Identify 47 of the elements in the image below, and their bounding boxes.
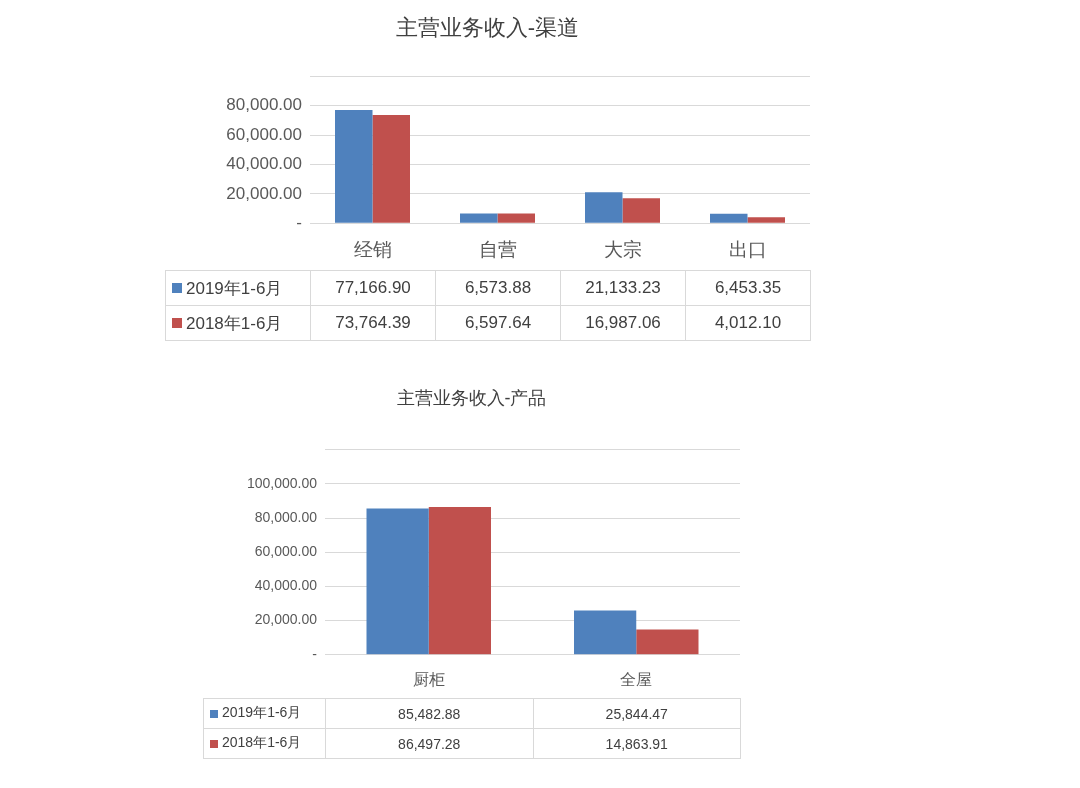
bar xyxy=(460,213,498,223)
data-label: 25,844.47 xyxy=(533,698,741,729)
y-tick-label: 80,000.00 xyxy=(226,95,302,115)
bar xyxy=(335,109,373,223)
data-label: 86,497.28 xyxy=(325,728,533,759)
y-tick-label: 40,000.00 xyxy=(226,154,302,174)
bar xyxy=(428,506,491,655)
y-tick-label: - xyxy=(296,212,302,232)
bar xyxy=(366,508,429,655)
data-label: 21,133.23 xyxy=(560,270,686,306)
bar xyxy=(622,198,660,223)
legend-label: 2019年1-6月 xyxy=(222,704,302,721)
y-tick-label: 100,000.00 xyxy=(246,474,318,491)
bar xyxy=(574,610,637,655)
bar xyxy=(747,217,785,223)
x-tick-label: 全屋 xyxy=(620,670,653,688)
legend-label: 2018年1-6月 xyxy=(186,313,283,333)
bar xyxy=(372,114,410,223)
data-label: 6,597.64 xyxy=(435,305,561,341)
y-tick-label: 60,000.00 xyxy=(226,124,302,144)
y-tick-label: 20,000.00 xyxy=(226,183,302,203)
x-tick-label: 经销 xyxy=(353,238,392,260)
chart-title: 主营业务收入-渠道 xyxy=(395,15,580,41)
data-label: 14,863.91 xyxy=(533,728,741,759)
x-tick-label: 自营 xyxy=(478,238,517,260)
x-tick-label: 出口 xyxy=(728,238,767,260)
y-tick-label: 40,000.00 xyxy=(254,577,318,594)
data-label: 77,166.90 xyxy=(310,270,436,306)
y-tick-label: 60,000.00 xyxy=(254,543,318,560)
data-label: 6,453.35 xyxy=(685,270,811,306)
bar xyxy=(585,192,623,223)
x-tick-label: 厨柜 xyxy=(412,670,445,688)
data-label: 85,482.88 xyxy=(325,698,533,729)
y-tick-label: 80,000.00 xyxy=(254,508,318,525)
legend-label: 2018年1-6月 xyxy=(222,734,302,751)
legend-label: 2019年1-6月 xyxy=(186,278,283,298)
data-label: 6,573.88 xyxy=(435,270,561,306)
bar xyxy=(636,629,699,655)
y-tick-label: 20,000.00 xyxy=(254,611,318,628)
x-tick-label: 大宗 xyxy=(603,238,642,260)
data-label: 16,987.06 xyxy=(560,305,686,341)
data-label: 73,764.39 xyxy=(310,305,436,341)
data-label: 4,012.10 xyxy=(685,305,811,341)
bar xyxy=(710,213,748,223)
bar xyxy=(497,213,535,223)
y-tick-label: - xyxy=(312,645,318,662)
chart-title: 主营业务收入-产品 xyxy=(396,387,547,408)
